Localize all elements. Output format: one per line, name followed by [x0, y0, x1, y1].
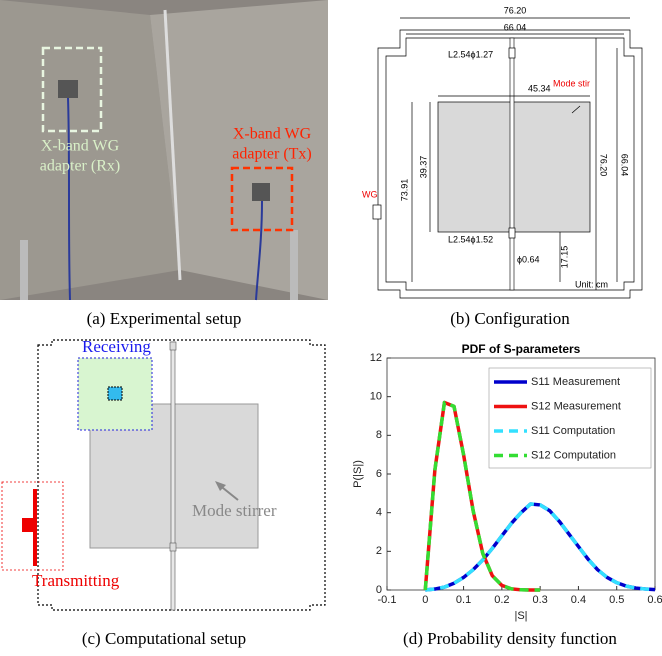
- x-tick-label: 0.6: [647, 594, 662, 606]
- dimension-label: 76.20: [504, 5, 527, 15]
- x-tick-label: 0.4: [571, 594, 586, 606]
- dimension-label: 39.37: [418, 156, 428, 179]
- caption: (c) Computational setup: [82, 629, 246, 648]
- caption: (b) Configuration: [450, 309, 570, 328]
- annotation: Mode stir: [553, 78, 590, 88]
- dimension-label: 73.91: [399, 179, 409, 202]
- computational-drawing: [2, 340, 325, 610]
- y-tick-label: 8: [376, 429, 382, 441]
- caption: (d) Probability density function: [403, 629, 617, 648]
- unit-label: Unit: cm: [575, 279, 608, 289]
- x-tick-label: 0.5: [609, 594, 624, 606]
- legend-label: S11 Computation: [531, 425, 615, 437]
- tx-label: X-band WG: [233, 126, 312, 143]
- dimension-label: L2.54ϕ1.27: [448, 49, 493, 59]
- x-tick-label: 0.2: [494, 594, 509, 606]
- x-axis-label: |S|: [514, 610, 527, 622]
- x-tick-label: 0: [422, 594, 428, 606]
- dimension-label: 66.04: [620, 154, 630, 177]
- chart-title: PDF of S-parameters: [462, 342, 581, 356]
- y-tick-label: 12: [370, 352, 382, 364]
- y-tick-label: 10: [370, 391, 382, 403]
- tx-label: adapter (Tx): [232, 146, 312, 163]
- dimension-label: 45.34: [528, 83, 551, 93]
- y-tick-label: 2: [376, 545, 382, 557]
- region-label: Transmitting: [32, 571, 120, 590]
- legend-label: S11 Measurement: [531, 376, 620, 388]
- legend-label: S12 Computation: [531, 449, 616, 461]
- x-tick-label: -0.1: [378, 594, 397, 606]
- figure: X-band WG adapter (Rx) X-band WG adapter…: [0, 0, 662, 656]
- rx-label: adapter (Rx): [40, 158, 120, 175]
- y-axis-label: P(|S|): [352, 460, 364, 488]
- region-label: Mode stirrer: [192, 501, 277, 520]
- rx-label: X-band WG: [41, 138, 120, 155]
- dimension-label: L2.54ϕ1.52: [448, 234, 493, 244]
- dimension-label: 66.04: [504, 22, 527, 32]
- dimension-label: 76.20: [599, 154, 609, 177]
- y-tick-label: 6: [376, 468, 382, 480]
- legend-label: S12 Measurement: [531, 400, 621, 412]
- y-tick-label: 4: [376, 507, 382, 519]
- caption: (a) Experimental setup: [87, 309, 242, 328]
- x-tick-label: 0.1: [456, 594, 471, 606]
- dimension-label: ϕ0.64: [517, 254, 540, 264]
- photo: X-band WG adapter (Rx) X-band WG adapter…: [0, 0, 328, 300]
- x-tick-label: 0.3: [532, 594, 547, 606]
- annotation: WG: [362, 189, 378, 199]
- dimension-label: 17.15: [559, 246, 569, 269]
- region-label: Receiving: [82, 337, 151, 356]
